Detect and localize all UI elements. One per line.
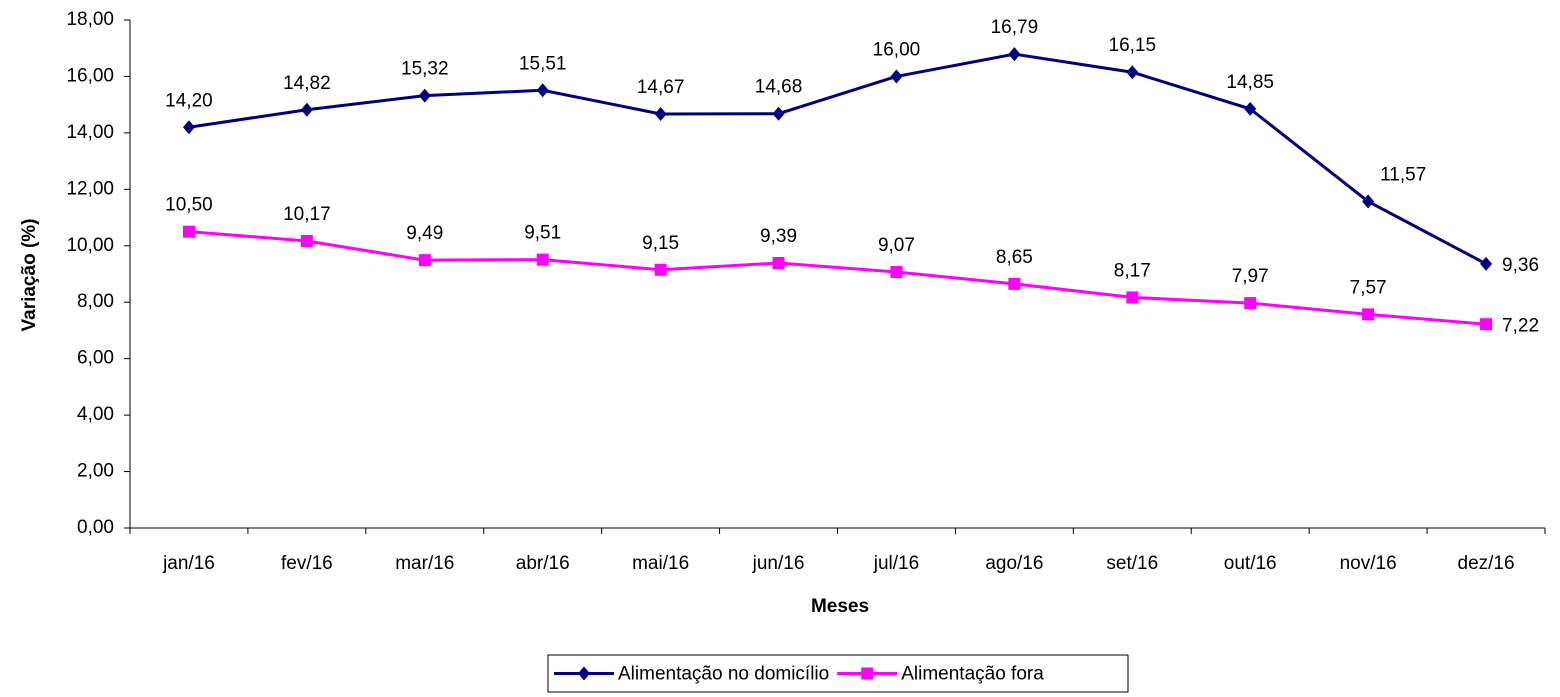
legend-marker	[578, 666, 590, 681]
data-point	[1244, 297, 1257, 310]
data-point	[418, 254, 431, 267]
x-tick-label: jan/16	[162, 553, 215, 574]
data-label: 7,97	[1232, 266, 1269, 287]
y-tick-label: 18,00	[66, 9, 114, 30]
x-tick-label: mar/16	[395, 553, 454, 574]
data-point	[418, 88, 431, 103]
x-tick-label: jun/16	[752, 553, 805, 574]
data-label: 7,22	[1502, 315, 1539, 336]
data-point	[1362, 308, 1375, 321]
y-tick-label: 14,00	[66, 122, 114, 143]
y-tick-label: 4,00	[77, 404, 114, 425]
data-point	[536, 83, 549, 98]
x-tick-label: jul/16	[873, 553, 919, 574]
x-tick-label: mai/16	[632, 553, 689, 574]
data-point	[1126, 291, 1139, 304]
data-label: 15,51	[519, 53, 567, 74]
data-label: 14,67	[637, 77, 685, 98]
y-tick-label: 0,00	[77, 517, 114, 538]
data-label: 7,57	[1350, 277, 1387, 298]
data-point	[772, 256, 785, 269]
data-label: 11,57	[1380, 164, 1426, 185]
data-label: 16,00	[873, 39, 921, 60]
y-tick-label: 6,00	[77, 348, 114, 369]
x-tick-label: fev/16	[281, 553, 333, 574]
data-label: 15,32	[401, 59, 449, 80]
data-point	[1008, 277, 1021, 290]
data-label: 16,15	[1109, 35, 1157, 56]
data-label: 14,68	[755, 77, 803, 98]
data-point	[654, 263, 667, 276]
x-tick-label: ago/16	[985, 553, 1043, 574]
x-tick-label: dez/16	[1458, 553, 1515, 574]
series-line	[188, 230, 1487, 326]
x-axis-title: Meses	[811, 596, 869, 617]
data-label: 14,20	[165, 90, 213, 111]
data-point	[182, 120, 195, 135]
y-tick-label: 2,00	[77, 461, 114, 482]
data-label: 9,36	[1502, 255, 1539, 276]
data-point	[1362, 194, 1375, 209]
data-label: 14,85	[1226, 72, 1274, 93]
data-point	[536, 253, 549, 266]
data-label: 9,49	[406, 223, 443, 244]
data-label: 9,51	[524, 223, 561, 244]
data-label: 9,15	[642, 233, 679, 254]
data-point	[890, 266, 903, 279]
x-tick-label: out/16	[1224, 553, 1277, 574]
data-point	[772, 106, 785, 121]
y-tick-label: 16,00	[66, 65, 114, 86]
data-label: 10,50	[165, 195, 213, 216]
data-point	[890, 69, 903, 84]
data-point	[1008, 47, 1021, 62]
data-label: 8,17	[1114, 260, 1151, 281]
data-point	[654, 106, 667, 121]
y-tick-label: 10,00	[66, 235, 114, 256]
data-point	[182, 225, 195, 238]
legend-marker	[861, 667, 874, 680]
legend-label: Alimentação no domicílio	[618, 664, 829, 685]
data-label: 14,82	[283, 73, 331, 94]
x-tick-label: abr/16	[516, 553, 570, 574]
data-label: 9,07	[878, 235, 915, 256]
data-point	[1244, 101, 1257, 116]
data-point	[1480, 318, 1493, 331]
legend-label: Alimentação fora	[901, 664, 1044, 685]
data-label: 16,79	[991, 17, 1039, 38]
data-label: 10,17	[283, 204, 331, 225]
data-point	[1126, 65, 1139, 80]
x-tick-label: set/16	[1106, 553, 1158, 574]
data-label: 8,65	[996, 247, 1033, 268]
data-point	[300, 234, 313, 247]
y-axis-title: Variação (%)	[19, 219, 40, 332]
data-point	[1480, 256, 1493, 271]
data-point	[300, 102, 313, 117]
data-label: 9,39	[760, 226, 797, 247]
x-tick-label: nov/16	[1340, 553, 1397, 574]
y-tick-label: 8,00	[77, 291, 114, 312]
y-tick-label: 12,00	[66, 178, 114, 199]
series-line	[188, 52, 1487, 266]
